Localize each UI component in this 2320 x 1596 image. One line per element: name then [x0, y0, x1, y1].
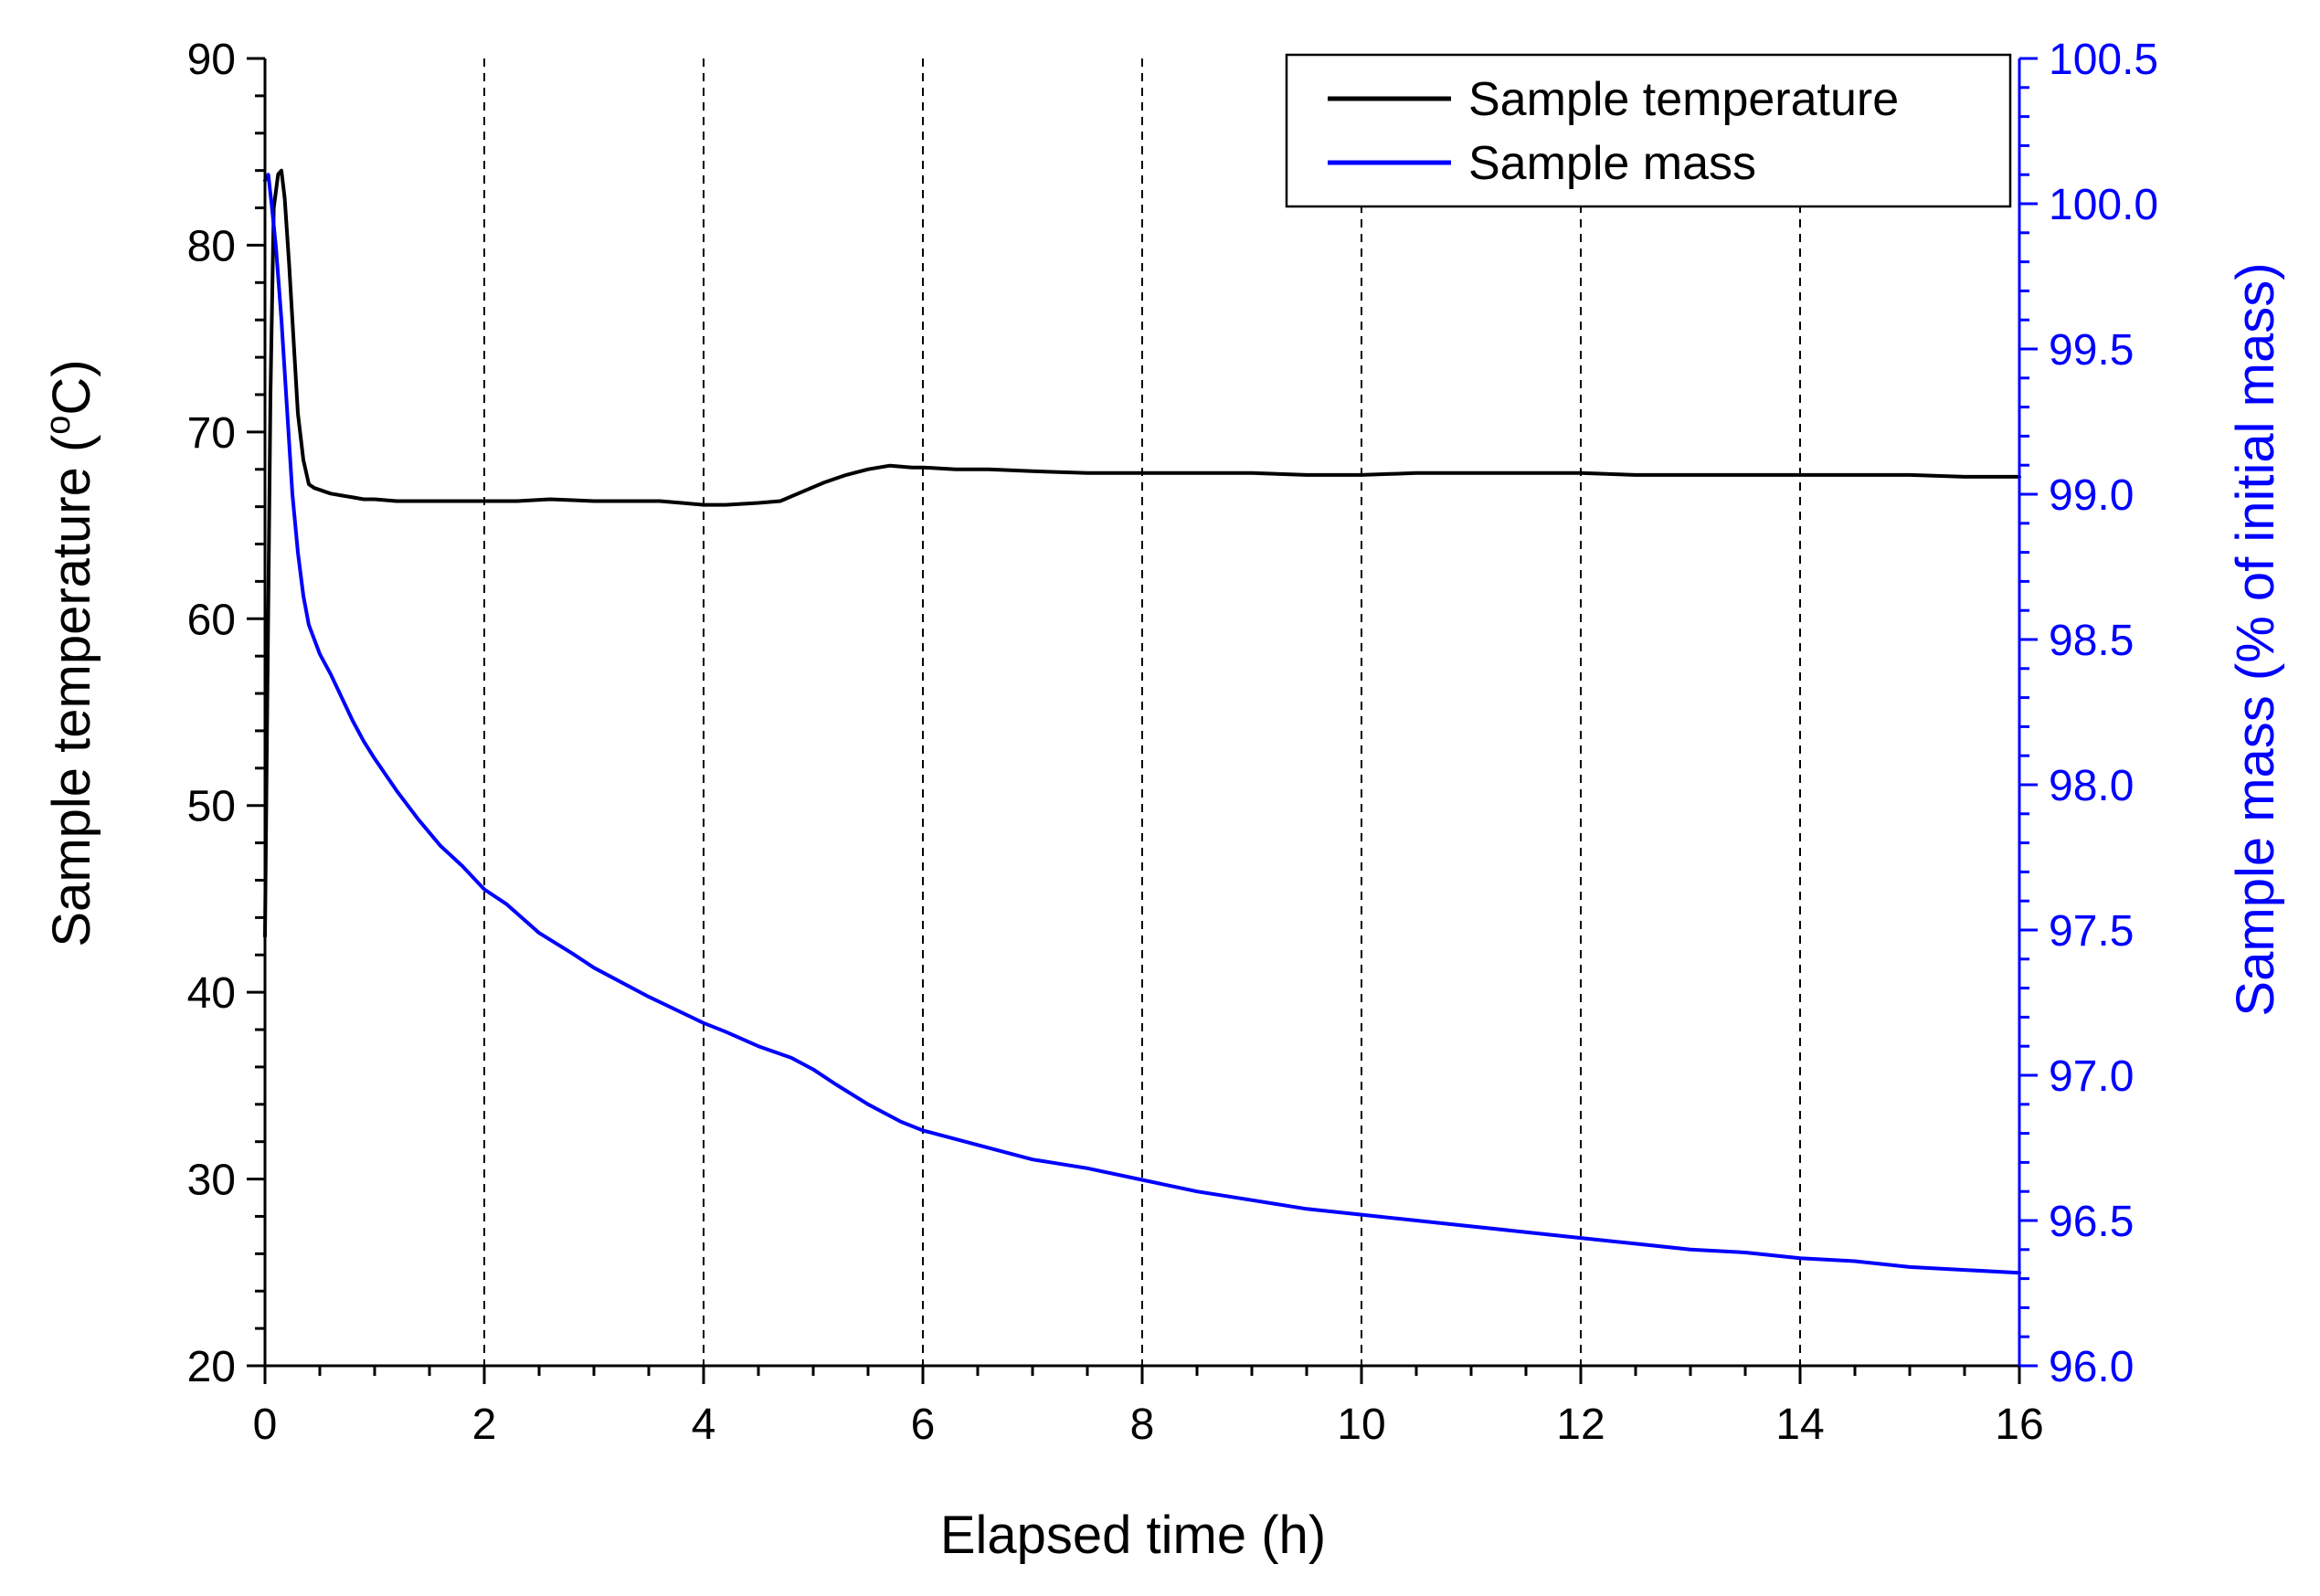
y-left-tick-label-70: 70 [187, 409, 236, 458]
y-left-tick-label-60: 60 [187, 596, 236, 644]
y-right-tick-label-4: 98.0 [2049, 762, 2134, 810]
x-tick-label-12: 12 [1556, 1400, 1605, 1449]
y-right-tick-label-5: 98.5 [2049, 617, 2134, 665]
y-axis-left-title: Sample temperature (oC) [39, 359, 101, 946]
x-tick-label-0: 0 [253, 1400, 278, 1449]
legend: Sample temperature Sample mass [1285, 53, 2012, 208]
legend-box [1285, 53, 2012, 208]
x-tick-label-16: 16 [1995, 1400, 2043, 1449]
y-axis-left-title-unit: C) [42, 359, 101, 415]
y-left-tick-label-50: 50 [187, 783, 236, 831]
grid-lines [483, 58, 1801, 1366]
y-right-tick-label-7: 99.5 [2049, 326, 2134, 375]
x-tick-label-8: 8 [1130, 1400, 1155, 1449]
y-right-tick-label-2: 97.0 [2049, 1052, 2134, 1101]
y-right-tick-label-8: 100.0 [2049, 181, 2158, 229]
y-left-tick-label-20: 20 [187, 1343, 236, 1391]
y-right-tick-label-1: 96.5 [2049, 1198, 2134, 1246]
y-left-tick-label-90: 90 [187, 36, 236, 84]
y-right-tick-label-0: 96.0 [2049, 1343, 2134, 1391]
y-right-tick-label-3: 97.5 [2049, 907, 2134, 956]
series-line-temperature [263, 168, 2021, 938]
y-right-tick-label-6: 99.0 [2049, 471, 2134, 520]
legend-label-temperature: Sample temperature [1468, 73, 1899, 126]
axes: 0 2 4 6 8 10 12 14 16 20 30 40 50 60 70 80 90 96.0 96.5 97.… [187, 36, 2159, 1449]
y-left-tick-label-30: 30 [187, 1157, 236, 1205]
x-tick-label-6: 6 [911, 1400, 936, 1449]
y-left-tick-label-80: 80 [187, 222, 236, 270]
y-right-tick-label-9: 100.5 [2049, 36, 2158, 84]
series-layer [263, 168, 2021, 1275]
y-axis-left-title-main: Sample temperature ( [42, 435, 101, 947]
legend-label-mass: Sample mass [1468, 137, 1756, 190]
x-tick-label-14: 14 [1775, 1400, 1824, 1449]
y-left-tick-label-40: 40 [187, 969, 236, 1018]
x-tick-label-2: 2 [472, 1400, 497, 1449]
x-tick-label-10: 10 [1337, 1400, 1385, 1449]
series-line-mass [263, 173, 2021, 1275]
x-axis-title: Elapsed time (h) [940, 1506, 1326, 1565]
y-axis-right-title: Sample mass (% of initial mass) [2226, 262, 2285, 1016]
x-tick-label-4: 4 [692, 1400, 716, 1449]
y-axis-left-title-sup: o [39, 416, 78, 435]
